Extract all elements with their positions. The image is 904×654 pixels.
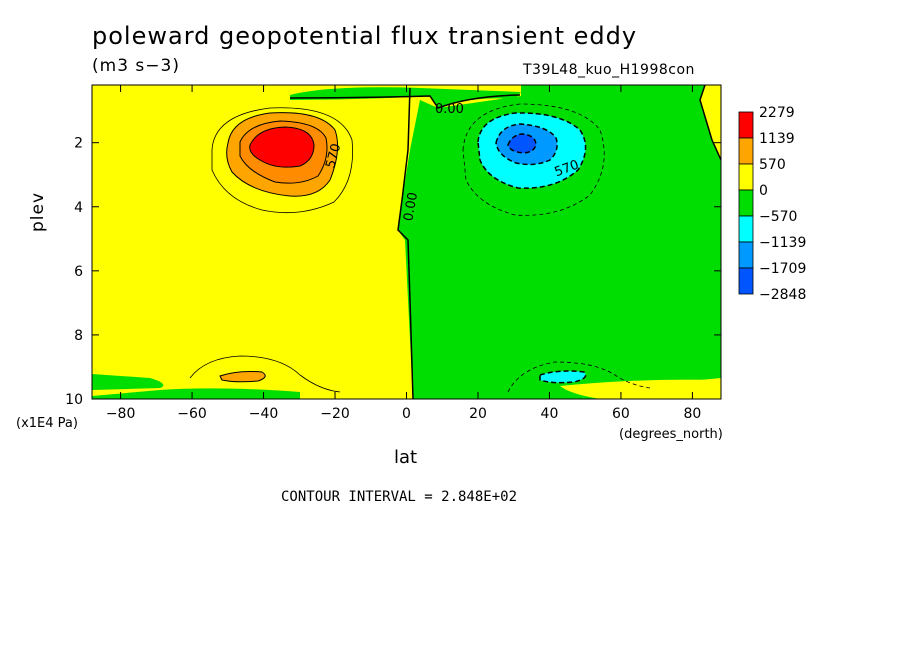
x-axis-label: lat — [394, 447, 418, 468]
top-negative-strip — [290, 87, 521, 108]
x-tick-label: 40 — [541, 406, 559, 422]
y-axis-units: (x1E4 Pa) — [16, 416, 78, 431]
contour-285-nh — [462, 103, 605, 216]
colorbar-swatch — [738, 241, 754, 269]
contour-label-570-sh: 570 — [323, 142, 344, 170]
colorbar-swatch — [738, 111, 754, 139]
x-tick-label: 60 — [612, 406, 630, 422]
x-tick-label: 20 — [469, 406, 487, 422]
bottom-left-negative-2 — [92, 388, 300, 399]
sh-low-max — [219, 371, 266, 383]
chart-title: poleward geopotential flux transient edd… — [92, 22, 638, 50]
y-tick-label: 8 — [74, 328, 83, 344]
x-tick-label: 80 — [683, 406, 701, 422]
colorbar-label: 570 — [759, 157, 786, 173]
x-tick-label: −40 — [249, 406, 279, 422]
colorbar-label: −2848 — [759, 287, 806, 303]
x-tick-label: −20 — [320, 406, 350, 422]
x-axis-units: (degrees_north) — [619, 427, 723, 442]
colorbar: 2279 1139 570 0 −570 −1139 −1709 −2848 — [738, 105, 806, 303]
contour-label-0-top: 0.00 — [435, 102, 464, 117]
colorbar-label: 2279 — [759, 105, 795, 121]
colorbar-swatch — [738, 267, 754, 295]
y-tick-label: 10 — [65, 392, 83, 408]
zero-contour — [397, 87, 414, 399]
y-tick-label: 6 — [74, 264, 83, 280]
contour-interval: CONTOUR INTERVAL = 2.848E+02 — [281, 489, 518, 505]
plot-area — [92, 85, 721, 399]
colorbar-swatch — [738, 215, 754, 243]
sh-max-2279 — [249, 126, 315, 168]
contour-285-low-sh — [189, 355, 341, 393]
colorbar-label: 1139 — [759, 131, 795, 147]
colorbar-swatch — [738, 163, 754, 191]
x-tick-label: −60 — [177, 406, 207, 422]
chart-units: (m3 s−3) — [92, 56, 180, 76]
nh-min-1709 — [507, 133, 537, 154]
x-tick-label: 0 — [402, 406, 411, 422]
negative-region — [290, 85, 721, 399]
colorbar-label: −1139 — [759, 235, 806, 251]
run-name: T39L48_kuo_H1998con — [523, 62, 695, 78]
contour-285-sh — [211, 107, 353, 214]
zero-contour-right — [699, 85, 721, 161]
y-tick-label: 2 — [74, 136, 83, 152]
colorbar-swatch — [738, 189, 754, 217]
bottom-right-positive — [560, 379, 721, 399]
y-ticks: 2 4 6 8 10 — [65, 136, 721, 408]
contour-285-low-nh — [507, 361, 651, 393]
colorbar-label: −570 — [759, 209, 797, 225]
x-tick-label: −80 — [106, 406, 136, 422]
contour-label-0-mid: 0.00 — [401, 191, 421, 222]
colorbar-swatch — [738, 137, 754, 165]
bottom-left-negative — [92, 374, 164, 390]
zero-contour-top — [289, 94, 521, 109]
y-tick-label: 4 — [74, 200, 83, 216]
nh-low-min — [539, 370, 587, 384]
colorbar-label: −1709 — [759, 261, 806, 277]
x-ticks: −80 −60 −40 −20 0 20 40 60 80 — [106, 85, 701, 422]
colorbar-label: 0 — [759, 183, 768, 199]
